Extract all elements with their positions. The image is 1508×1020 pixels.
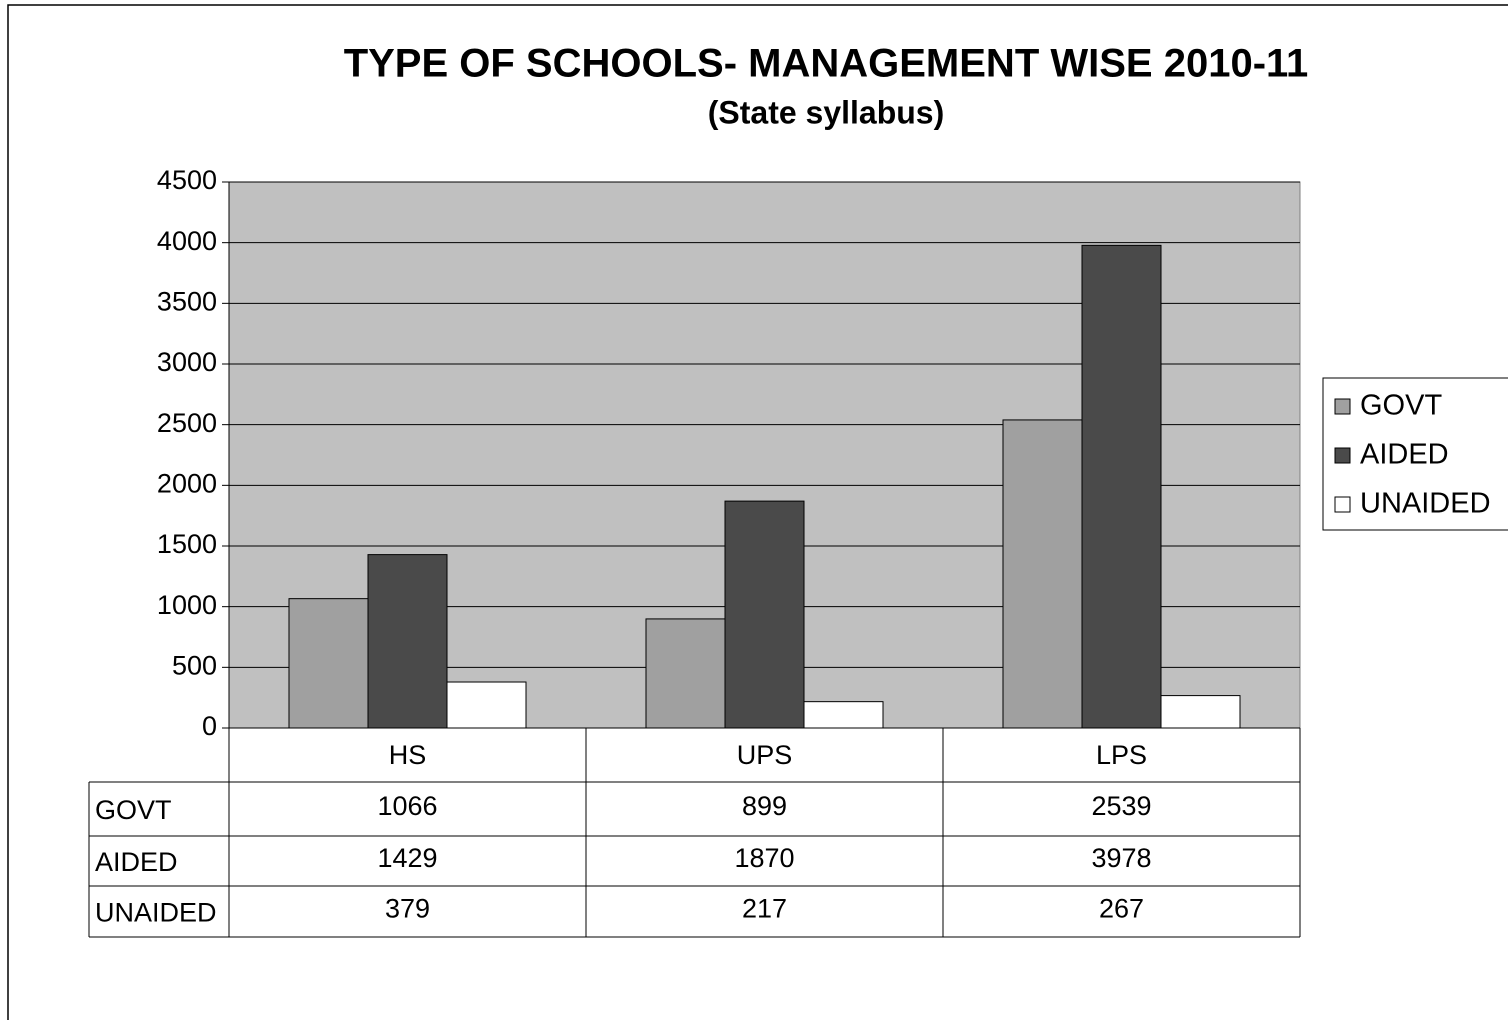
- bar: [724, 500, 805, 729]
- legend-swatch: [1334, 496, 1351, 513]
- legend-swatch: [1334, 398, 1351, 415]
- bar: [288, 598, 369, 729]
- table-value: 1870: [734, 843, 794, 873]
- table-value: 1429: [377, 843, 437, 873]
- y-tick-label: 4000: [157, 226, 217, 256]
- x-tick-label: UPS: [737, 740, 793, 770]
- legend-swatch: [1334, 447, 1351, 464]
- bar: [367, 554, 448, 729]
- y-tick-label: 1000: [157, 590, 217, 620]
- table-value: 267: [1099, 894, 1144, 924]
- table-value: 899: [742, 791, 787, 821]
- bar: [1081, 244, 1162, 729]
- legend-label: AIDED: [1360, 439, 1449, 471]
- table-row-label: UNAIDED: [95, 898, 217, 928]
- legend-box: [1322, 377, 1508, 531]
- table-value: 217: [742, 894, 787, 924]
- y-tick-label: 1500: [157, 529, 217, 559]
- y-tick-label: 2500: [157, 408, 217, 438]
- bar: [803, 701, 884, 729]
- table-row-label: AIDED: [95, 847, 178, 877]
- bar: [645, 618, 726, 729]
- legend-label: UNAIDED: [1360, 488, 1491, 520]
- x-tick-label: HS: [389, 740, 427, 770]
- bar: [446, 681, 527, 729]
- table-value: 3978: [1091, 843, 1151, 873]
- legend-label: GOVT: [1360, 390, 1442, 422]
- bar: [1160, 695, 1241, 729]
- chart-subtitle: (State syllabus): [708, 94, 945, 130]
- table-value: 2539: [1091, 791, 1151, 821]
- y-tick-label: 3000: [157, 347, 217, 377]
- y-tick-label: 2000: [157, 468, 217, 498]
- x-tick-label: LPS: [1096, 740, 1147, 770]
- table-row-label: GOVT: [95, 795, 172, 825]
- chart-title: TYPE OF SCHOOLS- MANAGEMENT WISE 2010-11: [344, 42, 1309, 86]
- y-tick-label: 4500: [157, 165, 217, 195]
- bar: [1002, 419, 1083, 729]
- y-tick-label: 3500: [157, 286, 217, 316]
- y-tick-label: 0: [202, 711, 217, 741]
- y-tick-label: 500: [172, 650, 217, 680]
- table-value: 1066: [377, 791, 437, 821]
- table-value: 379: [385, 894, 430, 924]
